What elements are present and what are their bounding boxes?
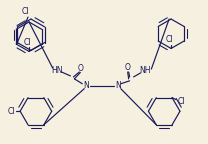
Text: Cl: Cl: [23, 37, 31, 47]
Text: Cl: Cl: [21, 7, 29, 16]
Text: Cl: Cl: [8, 107, 15, 116]
Text: O: O: [125, 63, 131, 72]
Text: N: N: [115, 81, 121, 90]
Text: O: O: [77, 64, 83, 73]
Text: HN: HN: [51, 66, 62, 75]
Text: Cl: Cl: [165, 35, 173, 43]
Text: N: N: [83, 81, 89, 90]
Text: Cl: Cl: [178, 97, 186, 106]
Text: NH: NH: [140, 66, 151, 75]
